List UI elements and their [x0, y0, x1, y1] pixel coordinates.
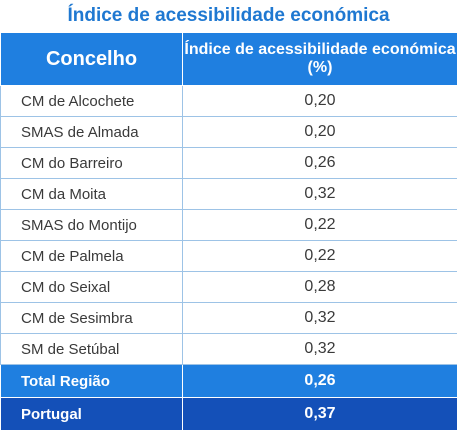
row-value: 0,32	[182, 302, 457, 334]
table-row: SMAS de Almada 0,20	[0, 116, 457, 148]
total-value: 0,26	[182, 364, 457, 398]
table-row: CM do Seixal 0,28	[0, 271, 457, 303]
table-row: SMAS do Montijo 0,22	[0, 209, 457, 241]
table-row: CM da Moita 0,32	[0, 178, 457, 210]
table-row: CM do Barreiro 0,26	[0, 147, 457, 179]
total-name: Total Região	[0, 364, 183, 398]
column-header-index: Índice de acessibilidade económica (%)	[182, 32, 457, 86]
portugal-row: Portugal 0,37	[0, 397, 457, 431]
row-value: 0,22	[182, 240, 457, 272]
accessibility-table: Concelho Índice de acessibilidade económ…	[0, 32, 457, 431]
row-name: SMAS do Montijo	[0, 209, 183, 241]
table-row: CM de Palmela 0,22	[0, 240, 457, 272]
row-name: SM de Setúbal	[0, 333, 183, 365]
page-title: Índice de acessibilidade económica	[67, 5, 390, 26]
portugal-value: 0,37	[182, 397, 457, 431]
table-row: CM de Alcochete 0,20	[0, 85, 457, 117]
row-name: CM do Seixal	[0, 271, 183, 303]
table-header-row: Concelho Índice de acessibilidade económ…	[0, 32, 457, 86]
row-value: 0,20	[182, 85, 457, 117]
column-header-concelho: Concelho	[0, 32, 183, 86]
row-name: SMAS de Almada	[0, 116, 183, 148]
row-name: CM de Sesimbra	[0, 302, 183, 334]
row-name: CM de Palmela	[0, 240, 183, 272]
row-value: 0,22	[182, 209, 457, 241]
row-value: 0,32	[182, 333, 457, 365]
table-row: SM de Setúbal 0,32	[0, 333, 457, 365]
portugal-name: Portugal	[0, 397, 183, 431]
table-row: CM de Sesimbra 0,32	[0, 302, 457, 334]
row-name: CM de Alcochete	[0, 85, 183, 117]
row-name: CM da Moita	[0, 178, 183, 210]
row-name: CM do Barreiro	[0, 147, 183, 179]
total-row: Total Região 0,26	[0, 364, 457, 398]
row-value: 0,32	[182, 178, 457, 210]
row-value: 0,20	[182, 116, 457, 148]
row-value: 0,26	[182, 147, 457, 179]
row-value: 0,28	[182, 271, 457, 303]
